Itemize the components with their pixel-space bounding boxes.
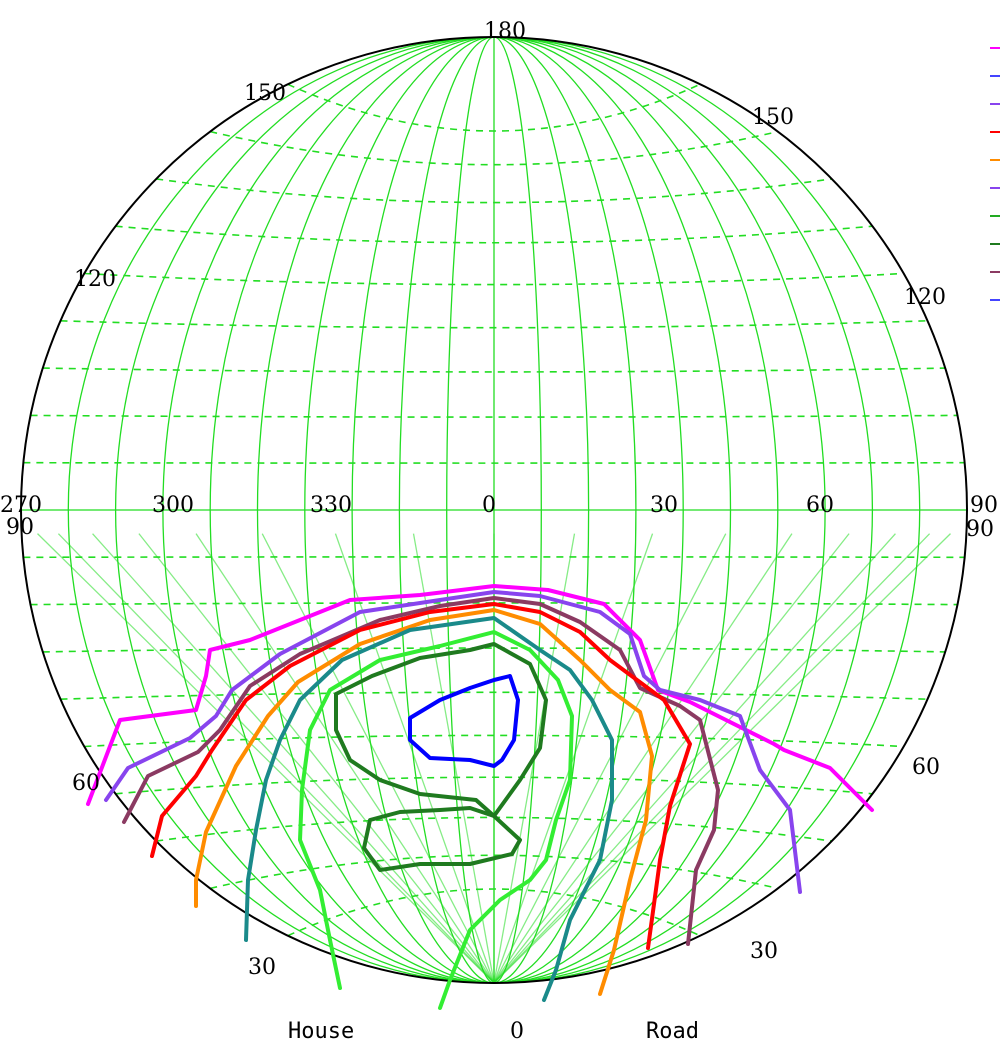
grid-radial xyxy=(493,533,951,984)
grid-radial xyxy=(57,533,495,984)
grid-radial xyxy=(493,533,896,984)
grid-radial xyxy=(138,533,495,984)
contour-purple xyxy=(104,590,802,894)
rim-label-left-lower: 90 xyxy=(6,515,34,540)
contour-orange xyxy=(194,608,654,996)
equator-label-300: 300 xyxy=(152,493,194,518)
grid-radial xyxy=(493,533,727,984)
grid-latitude xyxy=(287,83,701,132)
contour-red xyxy=(150,602,692,950)
equator-label-30: 30 xyxy=(650,493,678,518)
grid-latitude xyxy=(115,225,873,244)
grid-latitude xyxy=(30,602,958,606)
bottom-label-house: House xyxy=(288,1019,354,1044)
rim-label-left-upper: 270 xyxy=(0,493,42,518)
rim-label-top: 180 xyxy=(484,19,526,44)
contour-lightgreen xyxy=(298,630,574,1010)
rim-label-lower-right: 60 xyxy=(912,755,940,780)
grid-latitude xyxy=(60,320,928,329)
legend-swatches xyxy=(990,47,1000,301)
equator-label-330: 330 xyxy=(310,493,352,518)
contour-layer xyxy=(86,584,874,1010)
grid-radial xyxy=(334,533,495,984)
equator-label-60: 60 xyxy=(806,493,834,518)
contour-blue xyxy=(408,674,520,768)
contour-teal xyxy=(244,616,614,1002)
contour-maroon xyxy=(122,596,720,946)
grid-latitude xyxy=(30,414,958,418)
contour-magenta xyxy=(86,584,874,812)
grid-radial xyxy=(92,533,495,984)
grid-radial xyxy=(261,533,495,984)
net-labels: 180 150 150 120 120 270 90 90 90 60 60 3… xyxy=(0,19,998,1044)
rim-label-bottom-left: 30 xyxy=(248,955,276,980)
grid-radial xyxy=(493,533,850,984)
grid-latitude xyxy=(210,130,778,166)
grid-radial xyxy=(493,533,654,984)
contour-darkgreen-upper xyxy=(334,642,548,818)
grid-radial xyxy=(195,533,495,984)
rim-label-lower-left: 60 xyxy=(72,771,100,796)
equator-label-0: 0 xyxy=(482,493,496,518)
grid-latitude xyxy=(156,178,832,204)
rim-label-bottom: 0 xyxy=(510,1019,524,1044)
rim-label-mid-right: 120 xyxy=(904,285,946,310)
rim-label-bottom-right: 30 xyxy=(750,939,778,964)
grid-latitude xyxy=(42,367,946,373)
rim-label-upper-left: 150 xyxy=(244,81,286,106)
grid-radial xyxy=(493,533,793,984)
grid-latitude xyxy=(42,647,946,653)
contour-darkgreen-lower xyxy=(362,806,522,872)
bottom-label-road: Road xyxy=(646,1019,699,1044)
grid-radial xyxy=(37,533,495,984)
grid-latitude xyxy=(84,272,904,286)
rim-label-right-upper: 90 xyxy=(970,493,998,518)
net-rim xyxy=(20,36,968,984)
rim-label-right-lower: 90 xyxy=(966,517,994,542)
rim-label-upper-right: 150 xyxy=(752,105,794,130)
rim-label-mid-left: 120 xyxy=(74,267,116,292)
